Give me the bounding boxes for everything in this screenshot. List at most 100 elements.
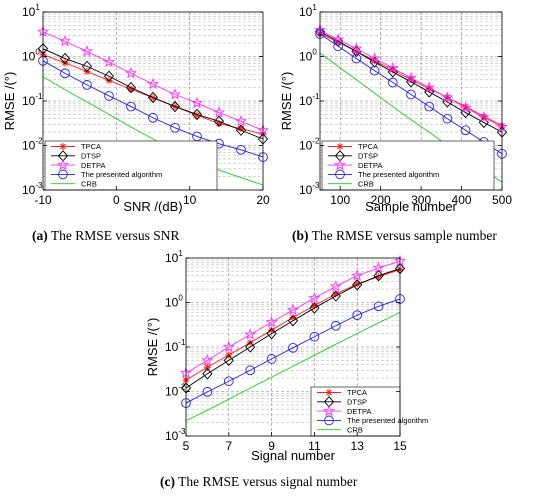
legend-label-c-4: CRB (347, 425, 363, 434)
ytick-label-b--3: 10-3 (299, 181, 320, 197)
legend-label-a-4: CRB (81, 179, 97, 188)
series-line-c-1 (185, 268, 401, 389)
ylabel-c: RMSE /(°) (145, 318, 160, 377)
ytick-exp-c-0: 0 (178, 294, 183, 303)
point-b-0-6 (425, 85, 433, 93)
point-b-2-5 (405, 71, 417, 84)
point-b-2-8 (459, 101, 472, 113)
ytick-label-b--1: 10-1 (299, 92, 320, 108)
point-a-0-9 (237, 125, 245, 133)
xtick-label-a-3: 20 (256, 193, 270, 207)
point-b-1-4 (387, 66, 398, 78)
legend-label-a-3: The presented algorithm (81, 170, 162, 179)
series-line-c-4 (185, 311, 401, 422)
series-line-a-1 (42, 48, 264, 140)
ytick-label-b-1: 101 (299, 3, 317, 19)
point-c-1-8 (352, 279, 363, 291)
legend-label-a-2: DETPA (81, 161, 105, 170)
point-c-2-6 (308, 291, 321, 304)
legend-marker-a-2 (57, 158, 69, 171)
point-c-2-1 (201, 354, 214, 366)
point-a-3-5 (148, 112, 158, 123)
ytick-exp-c--3: -3 (178, 427, 186, 436)
ytick-label-a--2: 10-2 (22, 137, 43, 153)
caption-a-text: The RMSE versus SNR (50, 228, 180, 243)
point-c-3-2 (223, 376, 234, 387)
point-b-1-5 (405, 76, 417, 88)
ytick-exp-a--1: -1 (35, 92, 43, 101)
point-c-0-7 (332, 290, 340, 298)
xtick-label-c-2: 9 (268, 439, 275, 453)
point-a-3-1 (60, 68, 70, 79)
point-c-2-8 (351, 269, 364, 281)
series-a-1 (37, 42, 269, 145)
point-a-0-8 (215, 120, 223, 128)
series-c-1 (180, 262, 406, 394)
point-c-3-4 (266, 354, 277, 364)
point-a-3-2 (82, 80, 92, 90)
point-c-1-3 (245, 341, 256, 353)
point-b-3-3 (369, 65, 380, 76)
xtick-label-c-1: 7 (225, 439, 232, 453)
legend-marker-a-0 (59, 143, 67, 150)
caption-a-tag: (a) (32, 228, 48, 243)
point-b-3-2 (351, 53, 362, 64)
series-c-2 (180, 254, 406, 379)
series-a-4 (42, 76, 264, 186)
caption-a: (a) The RMSE versus SNR (32, 228, 180, 244)
point-a-1-6 (169, 100, 181, 113)
legend-marker-b-2 (334, 158, 346, 171)
series-line-a-3 (42, 60, 264, 158)
point-a-0-1 (61, 59, 69, 67)
xtick-label-b-2: 300 (411, 193, 431, 207)
point-c-1-4 (266, 327, 277, 340)
legend-label-c-3: The presented algorithm (347, 416, 428, 425)
point-b-3-5 (406, 89, 416, 100)
point-a-2-1 (59, 34, 71, 47)
point-a-1-7 (191, 108, 203, 121)
series-line-c-2 (185, 260, 401, 374)
point-a-3-9 (236, 144, 246, 155)
point-c-0-4 (268, 326, 276, 334)
point-a-3-6 (170, 122, 180, 133)
point-c-2-9 (372, 261, 385, 273)
ytick-label-a-1: 101 (22, 3, 40, 19)
xtick-label-a-0: -10 (34, 193, 52, 207)
point-c-2-3 (244, 328, 257, 340)
ytick-exp-a-0: 0 (35, 48, 40, 57)
ytick-label-a-0: 100 (22, 48, 40, 64)
ytick-exp-a-1: 1 (35, 3, 40, 12)
ytick-exp-b--2: -2 (312, 137, 320, 146)
point-c-3-5 (288, 342, 298, 353)
ytick-exp-c--2: -2 (178, 383, 186, 392)
caption-c-tag: (c) (160, 474, 175, 489)
ytick-exp-c-1: 1 (178, 249, 183, 258)
xlabel-c: Signal number (251, 448, 335, 463)
ytick-exp-a--2: -2 (35, 137, 43, 146)
point-c-2-2 (222, 340, 235, 353)
point-a-0-4 (127, 85, 135, 93)
point-c-0-1 (203, 363, 211, 371)
point-c-0-8 (353, 280, 361, 288)
point-a-1-4 (125, 81, 137, 94)
point-c-1-6 (309, 302, 320, 314)
point-c-3-9 (373, 301, 384, 312)
point-b-1-2 (351, 45, 362, 58)
point-b-0-9 (480, 112, 488, 120)
series-line-a-4 (42, 76, 264, 186)
caption-c-text: The RMSE versus signal number (178, 474, 358, 489)
point-a-2-3 (103, 55, 115, 68)
point-c-1-1 (202, 368, 213, 380)
point-b-3-8 (460, 125, 471, 136)
ytick-label-b-0: 100 (299, 48, 317, 64)
point-a-2-9 (235, 115, 247, 127)
xtick-label-a-2: 10 (183, 193, 197, 207)
point-c-2-7 (329, 280, 342, 292)
caption-b-tag: (b) (292, 228, 309, 243)
point-a-3-3 (104, 91, 114, 101)
point-a-1-9 (235, 124, 247, 136)
point-c-3-1 (202, 387, 213, 397)
